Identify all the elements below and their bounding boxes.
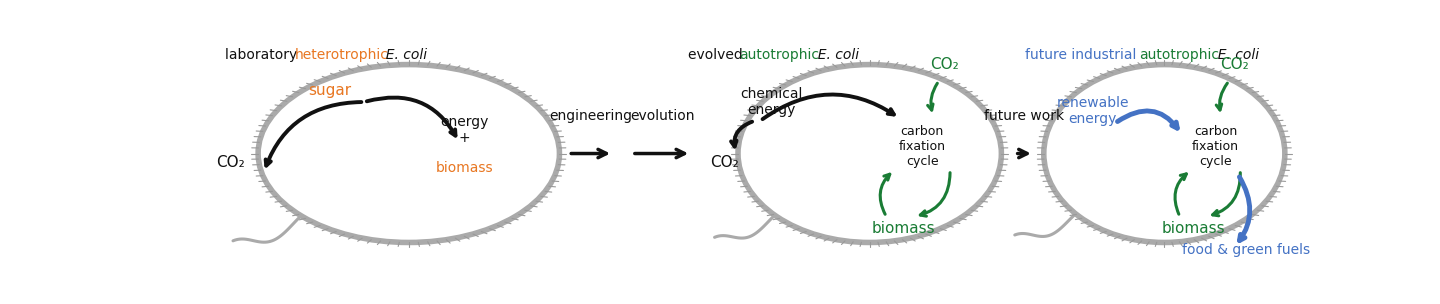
Text: laboratory: laboratory [225, 48, 301, 62]
Text: future work: future work [984, 109, 1064, 123]
Ellipse shape [873, 114, 972, 179]
Text: evolved: evolved [688, 48, 747, 62]
Text: engineering: engineering [549, 109, 632, 123]
Ellipse shape [258, 64, 559, 243]
Ellipse shape [739, 64, 1001, 243]
Text: E. coli: E. coli [809, 48, 858, 62]
Text: heterotrophic: heterotrophic [295, 48, 389, 62]
Text: autotrophic: autotrophic [1139, 48, 1220, 62]
Text: biomass: biomass [1162, 221, 1225, 236]
Text: carbon
fixation
cycle: carbon fixation cycle [1192, 125, 1240, 168]
Text: CO₂: CO₂ [216, 155, 245, 170]
Text: autotrophic: autotrophic [739, 48, 819, 62]
Text: future industrial: future industrial [1025, 48, 1140, 62]
Ellipse shape [1165, 114, 1266, 179]
Text: sugar: sugar [308, 83, 351, 98]
Text: biomass: biomass [436, 161, 494, 174]
Text: food & green fuels: food & green fuels [1182, 243, 1310, 257]
Text: E. coli: E. coli [377, 48, 428, 62]
Text: CO₂: CO₂ [1220, 57, 1248, 72]
Text: CO₂: CO₂ [930, 57, 959, 72]
Ellipse shape [1044, 64, 1284, 243]
Text: energy
+: energy + [441, 115, 488, 145]
Text: E. coli: E. coli [1210, 48, 1260, 62]
Text: carbon
fixation
cycle: carbon fixation cycle [899, 125, 946, 168]
Text: evolution: evolution [629, 109, 694, 123]
Text: CO₂: CO₂ [710, 155, 739, 170]
Text: biomass: biomass [871, 221, 935, 236]
Text: renewable
energy: renewable energy [1057, 96, 1129, 126]
Text: chemical
energy: chemical energy [740, 87, 802, 117]
